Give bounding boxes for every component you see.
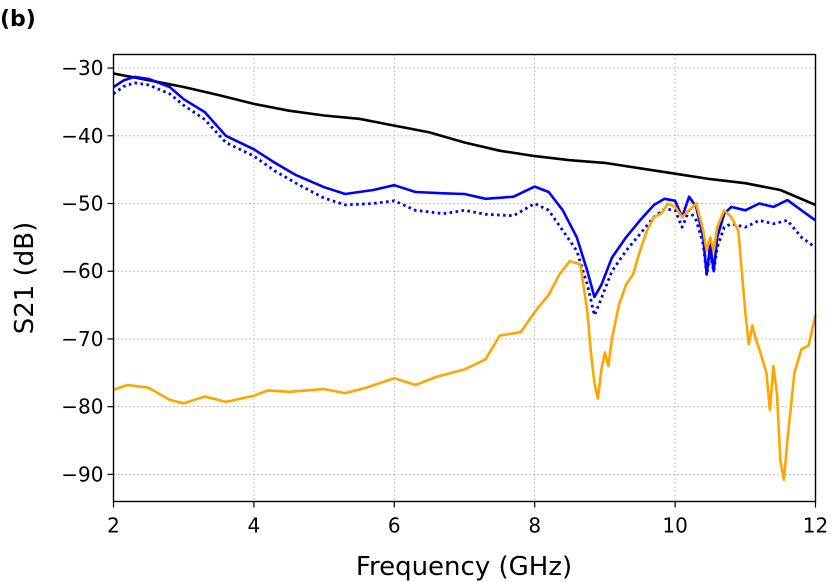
x-tick-label: 4: [248, 514, 261, 538]
y-tick-label: −40: [61, 124, 103, 148]
y-tick-label: −70: [61, 327, 103, 351]
y-axis: −30 −40 −50 −60 −70 −80 −90: [61, 56, 114, 486]
blue-dotted-series-line: [112, 81, 817, 317]
y-tick-label: −60: [61, 259, 103, 283]
panel-label: (b): [0, 7, 36, 32]
x-tick-label: 8: [528, 514, 541, 538]
series-group: [112, 72, 817, 482]
y-tick-label: −90: [61, 462, 103, 486]
x-axis: 2 4 6 8 10 12: [107, 501, 828, 538]
x-axis-title: Frequency (GHz): [356, 552, 572, 582]
grid: [113, 54, 816, 502]
x-tick-label: 12: [803, 514, 828, 538]
y-axis-title: S21 (dB): [10, 222, 40, 334]
x-tick-label: 10: [662, 514, 687, 538]
y-tick-label: −80: [61, 395, 103, 419]
orange-series-line: [113, 202, 817, 482]
blue-solid-series-line: [112, 75, 817, 299]
x-tick-label: 6: [388, 514, 401, 538]
y-tick-label: −30: [61, 56, 103, 80]
black-series-line: [113, 72, 817, 207]
y-tick-label: −50: [61, 192, 103, 216]
plot-frame: [112, 53, 817, 503]
x-tick-label: 2: [107, 514, 120, 538]
